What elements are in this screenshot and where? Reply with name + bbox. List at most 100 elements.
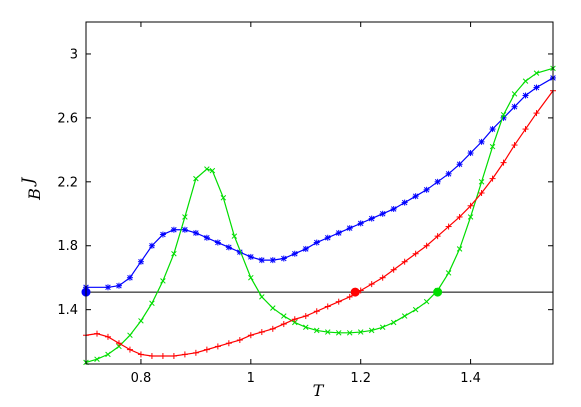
data-point (259, 294, 265, 300)
series-0 (83, 74, 556, 291)
data-point (209, 167, 216, 174)
x-tick-label: 1.2 (350, 371, 371, 386)
data-point (302, 313, 309, 320)
data-point (357, 329, 364, 335)
data-point (148, 242, 155, 249)
data-point (159, 353, 166, 360)
data-point (214, 239, 221, 246)
data-point (236, 337, 243, 344)
data-point (225, 340, 232, 347)
data-point (335, 330, 342, 336)
data-point (148, 353, 155, 360)
data-point (533, 110, 540, 117)
data-point (368, 281, 375, 288)
data-point (522, 92, 529, 99)
data-point (500, 159, 507, 166)
data-point (357, 220, 364, 227)
data-point (324, 234, 331, 241)
data-point (292, 319, 298, 326)
data-point (390, 205, 397, 212)
data-point (445, 223, 452, 230)
data-point (489, 143, 496, 150)
data-point (423, 298, 430, 305)
data-point (126, 274, 133, 281)
data-point (522, 126, 529, 133)
data-point (379, 210, 386, 217)
data-point (193, 175, 199, 182)
series-layer (83, 65, 556, 366)
data-point (390, 266, 397, 273)
data-point (303, 324, 309, 330)
data-point (533, 70, 540, 76)
x-tick-label: 0.8 (131, 371, 152, 386)
y-tick-label: 2.2 (57, 175, 78, 190)
data-point (225, 244, 232, 251)
data-point (533, 84, 540, 91)
x-tick-label: 1 (247, 371, 255, 386)
data-point (445, 270, 452, 276)
data-point (335, 229, 342, 236)
data-point (149, 300, 155, 307)
data-point (269, 325, 276, 332)
data-point (467, 150, 474, 157)
highlight-point (433, 287, 443, 297)
data-point (456, 213, 463, 220)
data-point (93, 330, 100, 337)
data-point (220, 195, 227, 201)
data-point (467, 214, 474, 220)
data-point (159, 231, 166, 238)
data-point (281, 313, 287, 319)
data-point (335, 298, 342, 305)
data-point (291, 316, 298, 323)
data-point (280, 255, 287, 262)
data-point (489, 175, 496, 182)
data-point (170, 353, 177, 360)
data-point (324, 303, 331, 310)
data-point (181, 351, 188, 358)
data-point (346, 330, 353, 336)
data-point (401, 258, 408, 265)
data-point (511, 142, 518, 149)
data-point (379, 324, 386, 330)
data-point (138, 318, 144, 324)
y-tick-label: 3 (70, 47, 78, 62)
data-point (170, 226, 177, 233)
data-point (368, 215, 375, 222)
tick-layer: 0.8 1 1.2 1.4 1.4 1.8 2.2 2.6 3 (57, 22, 553, 386)
highlight-point (350, 287, 360, 297)
data-point (324, 329, 331, 335)
data-point (137, 258, 144, 265)
series-2 (83, 87, 556, 360)
data-point (445, 170, 452, 177)
data-point (280, 321, 287, 328)
x-tick-label: 1.4 (460, 371, 481, 386)
data-point (105, 351, 111, 358)
data-point (181, 226, 188, 233)
data-point (423, 186, 430, 193)
data-point (291, 250, 298, 257)
data-point (456, 246, 463, 252)
data-point (203, 346, 210, 353)
data-point (115, 282, 122, 289)
data-point (204, 166, 210, 172)
data-point (522, 78, 529, 84)
data-point (126, 346, 133, 353)
data-point (313, 239, 320, 246)
data-point (127, 332, 133, 338)
data-point (269, 257, 276, 264)
data-point (313, 308, 320, 315)
series-1 (83, 65, 556, 366)
data-point (478, 179, 485, 185)
y-tick-label: 1.4 (57, 303, 78, 318)
data-point (478, 138, 485, 145)
data-point (412, 306, 419, 313)
data-point (489, 126, 496, 133)
data-point (258, 329, 265, 336)
data-point (171, 250, 177, 257)
plot-frame (85, 21, 554, 365)
x-axis-label: T (313, 381, 325, 400)
y-axis-label-base: B (25, 188, 44, 201)
data-point (115, 340, 122, 347)
data-point (248, 274, 254, 281)
